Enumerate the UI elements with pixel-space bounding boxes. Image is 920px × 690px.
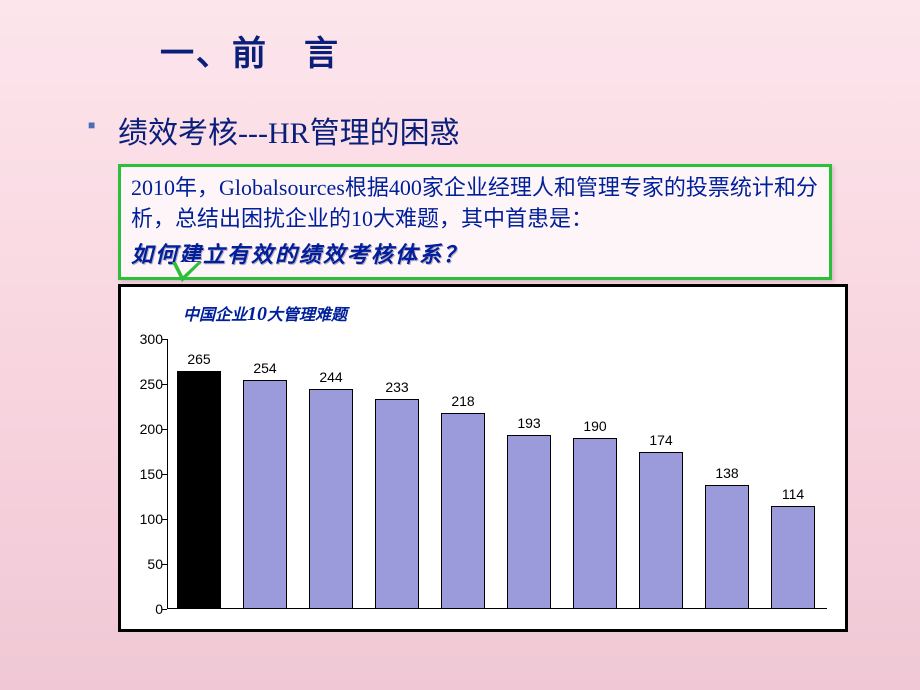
bar-value-label: 114 (782, 486, 804, 506)
bar-value-label: 233 (385, 379, 408, 399)
callout-text: 2010年，Globalsources根据400家企业经理人和管理专家的投票统计… (131, 173, 819, 235)
callout-tail-fill (176, 262, 198, 276)
y-tick-label: 200 (125, 421, 163, 437)
y-tick-label: 100 (125, 511, 163, 527)
y-tick-mark (162, 384, 167, 385)
chart-bar (441, 413, 485, 609)
y-tick-mark (162, 339, 167, 340)
y-tick-label: 300 (125, 331, 163, 347)
y-tick-label: 50 (125, 556, 163, 572)
callout-emphasis: 如何建立有效的绩效考核体系？ (131, 237, 819, 269)
y-tick-label: 150 (125, 466, 163, 482)
bar-value-label: 174 (649, 432, 672, 452)
page-heading: 一、前 言 (160, 26, 340, 75)
bullet-marker: ■ (88, 118, 95, 133)
chart-plot-area: 0501001502002503002652542442332181931901… (167, 339, 827, 609)
bar-value-label: 218 (451, 393, 474, 413)
y-axis-line (167, 339, 168, 609)
chart-bar (309, 389, 353, 609)
bar-value-label: 138 (715, 465, 738, 485)
chart-bar (771, 506, 815, 609)
bar-value-label: 193 (517, 415, 540, 435)
subtitle: 绩效考核---HR管理的困惑 (118, 108, 460, 152)
y-tick-mark (162, 519, 167, 520)
y-tick-mark (162, 564, 167, 565)
y-tick-label: 0 (125, 601, 163, 617)
chart-title-big: 10 (247, 303, 267, 325)
chart-bar (573, 438, 617, 609)
chart-bar (639, 452, 683, 609)
chart-bar (507, 435, 551, 609)
bar-value-label: 190 (583, 418, 606, 438)
chart-bar (375, 399, 419, 609)
y-tick-label: 250 (125, 376, 163, 392)
chart-title-pre: 中国企业 (183, 307, 247, 324)
chart-bar (705, 485, 749, 609)
bar-value-label: 254 (253, 360, 276, 380)
slide: 一、前 言 ■ 绩效考核---HR管理的困惑 2010年，Globalsourc… (0, 0, 920, 690)
y-tick-mark (162, 609, 167, 610)
chart-bar (177, 371, 221, 610)
callout-box: 2010年，Globalsources根据400家企业经理人和管理专家的投票统计… (118, 164, 832, 280)
chart-title-post: 大管理难题 (267, 307, 347, 324)
chart-title: 中国企业10大管理难题 (183, 301, 347, 326)
chart-bar (243, 380, 287, 609)
bar-value-label: 244 (319, 369, 342, 389)
chart-frame: 中国企业10大管理难题 0 50 100 150 200 250 300 265 254 244 2… (118, 284, 848, 632)
y-tick-mark (162, 474, 167, 475)
bar-value-label: 265 (187, 351, 210, 371)
y-tick-mark (162, 429, 167, 430)
